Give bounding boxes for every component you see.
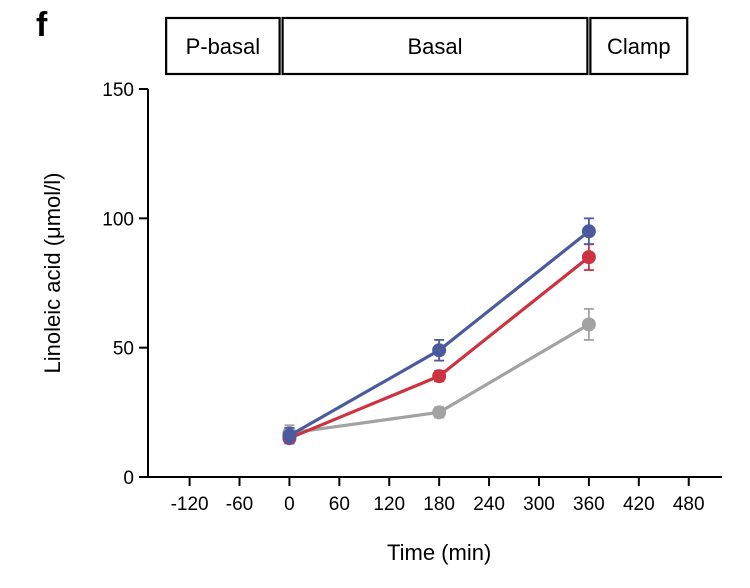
x-tick-label: -60 <box>226 494 253 515</box>
data-point <box>282 428 297 443</box>
data-point <box>432 369 447 384</box>
x-tick-label: 300 <box>523 494 555 515</box>
x-tick-label: 240 <box>473 494 505 515</box>
phase-box <box>165 16 281 76</box>
x-tick-label: 420 <box>623 494 655 515</box>
series-line <box>288 230 590 438</box>
y-tick-label: 100 <box>102 209 134 230</box>
x-tick-label: 60 <box>329 494 350 515</box>
x-tick-label: -120 <box>171 494 209 515</box>
phase-bar: P-basal Basal Clamp <box>165 16 689 76</box>
y-axis-title: Linoleic acid (μmol/l) <box>40 173 65 374</box>
y-tick-label: 0 <box>123 468 134 489</box>
y-tick-label: 150 <box>102 80 134 101</box>
data-point <box>432 405 447 420</box>
x-tick-label: 180 <box>423 494 455 515</box>
phase-label: Clamp <box>607 34 671 59</box>
x-tick-label: 360 <box>573 494 605 515</box>
series <box>282 217 596 445</box>
x-axis-title: Time (min) <box>387 540 491 565</box>
data-point <box>581 250 596 265</box>
plot-area <box>282 217 596 446</box>
y-tick-label: 50 <box>113 339 134 360</box>
phase-box <box>281 16 589 76</box>
axes: 0 50 100 150 -120 -60 0 60 120 180 240 300 360 420 480 <box>102 80 722 515</box>
panel-letter: f <box>36 6 48 44</box>
phase-label: Basal <box>407 34 462 59</box>
x-tick-label: 120 <box>373 494 405 515</box>
data-point <box>581 224 596 239</box>
data-point <box>432 343 447 358</box>
x-tick-label: 0 <box>284 494 295 515</box>
phase-box <box>589 16 689 76</box>
data-point <box>581 317 596 332</box>
x-tick-label: 480 <box>673 494 705 515</box>
phase-label: P-basal <box>186 34 261 59</box>
